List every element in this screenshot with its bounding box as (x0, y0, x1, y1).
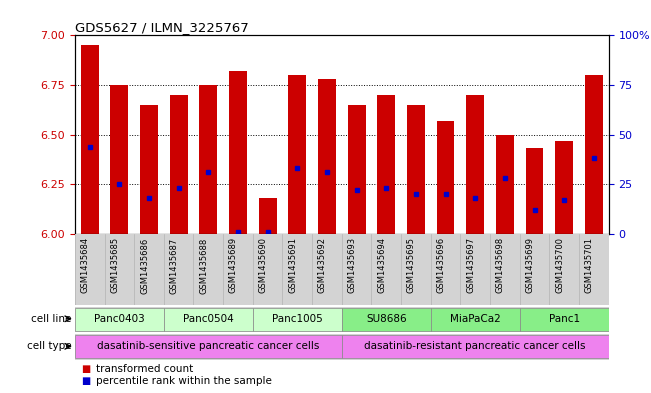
Text: GSM1435694: GSM1435694 (378, 237, 386, 293)
Text: GSM1435688: GSM1435688 (199, 237, 208, 294)
Text: dasatinib-resistant pancreatic cancer cells: dasatinib-resistant pancreatic cancer ce… (365, 341, 586, 351)
Bar (555, 141, 573, 234)
Bar (437, 121, 454, 234)
Bar (519, 308, 609, 331)
Text: GSM1435698: GSM1435698 (496, 237, 505, 294)
Text: Panc1005: Panc1005 (272, 314, 323, 324)
Bar (75, 234, 609, 305)
Text: GSM1435684: GSM1435684 (81, 237, 90, 294)
Text: GSM1435700: GSM1435700 (555, 237, 564, 293)
Bar (525, 149, 544, 234)
Bar (258, 198, 277, 234)
Text: GSM1435693: GSM1435693 (348, 237, 357, 294)
Bar (75, 335, 342, 358)
Text: Panc0504: Panc0504 (183, 314, 234, 324)
Bar (378, 95, 395, 234)
Text: GSM1435691: GSM1435691 (288, 237, 298, 293)
Text: transformed count: transformed count (96, 364, 193, 374)
Text: GSM1435689: GSM1435689 (229, 237, 238, 294)
Bar (199, 85, 217, 234)
Text: GSM1435686: GSM1435686 (140, 237, 149, 294)
Text: GSM1435701: GSM1435701 (585, 237, 594, 293)
Text: GSM1435696: GSM1435696 (437, 237, 445, 294)
Text: GSM1435685: GSM1435685 (111, 237, 119, 294)
Bar (75, 334, 609, 360)
Bar (81, 45, 98, 234)
Text: GSM1435695: GSM1435695 (407, 237, 416, 293)
Bar (466, 95, 484, 234)
Bar (431, 308, 519, 331)
Text: dasatinib-sensitive pancreatic cancer cells: dasatinib-sensitive pancreatic cancer ce… (97, 341, 320, 351)
Text: GSM1435699: GSM1435699 (525, 237, 534, 293)
Bar (111, 85, 128, 234)
Text: ■: ■ (81, 364, 90, 374)
Text: Panc1: Panc1 (549, 314, 580, 324)
Bar (585, 75, 603, 234)
Text: SU8686: SU8686 (366, 314, 407, 324)
Text: GDS5627 / ILMN_3225767: GDS5627 / ILMN_3225767 (75, 21, 249, 34)
Text: cell line: cell line (31, 314, 72, 324)
Bar (75, 307, 609, 332)
Bar (288, 75, 306, 234)
Bar (348, 105, 365, 234)
Bar (75, 308, 164, 331)
Bar (342, 335, 609, 358)
Text: GSM1435697: GSM1435697 (466, 237, 475, 294)
Bar (164, 308, 253, 331)
Text: GSM1435687: GSM1435687 (170, 237, 178, 294)
Text: GSM1435690: GSM1435690 (258, 237, 268, 293)
Text: Panc0403: Panc0403 (94, 314, 145, 324)
Text: percentile rank within the sample: percentile rank within the sample (96, 376, 271, 386)
Bar (496, 134, 514, 234)
Text: MiaPaCa2: MiaPaCa2 (450, 314, 501, 324)
Text: GSM1435692: GSM1435692 (318, 237, 327, 293)
Bar (407, 105, 425, 234)
Bar (342, 308, 431, 331)
Bar (229, 71, 247, 234)
Text: ■: ■ (81, 376, 90, 386)
Bar (253, 308, 342, 331)
Bar (318, 79, 336, 234)
Bar (170, 95, 187, 234)
Bar (140, 105, 158, 234)
Text: cell type: cell type (27, 341, 72, 351)
